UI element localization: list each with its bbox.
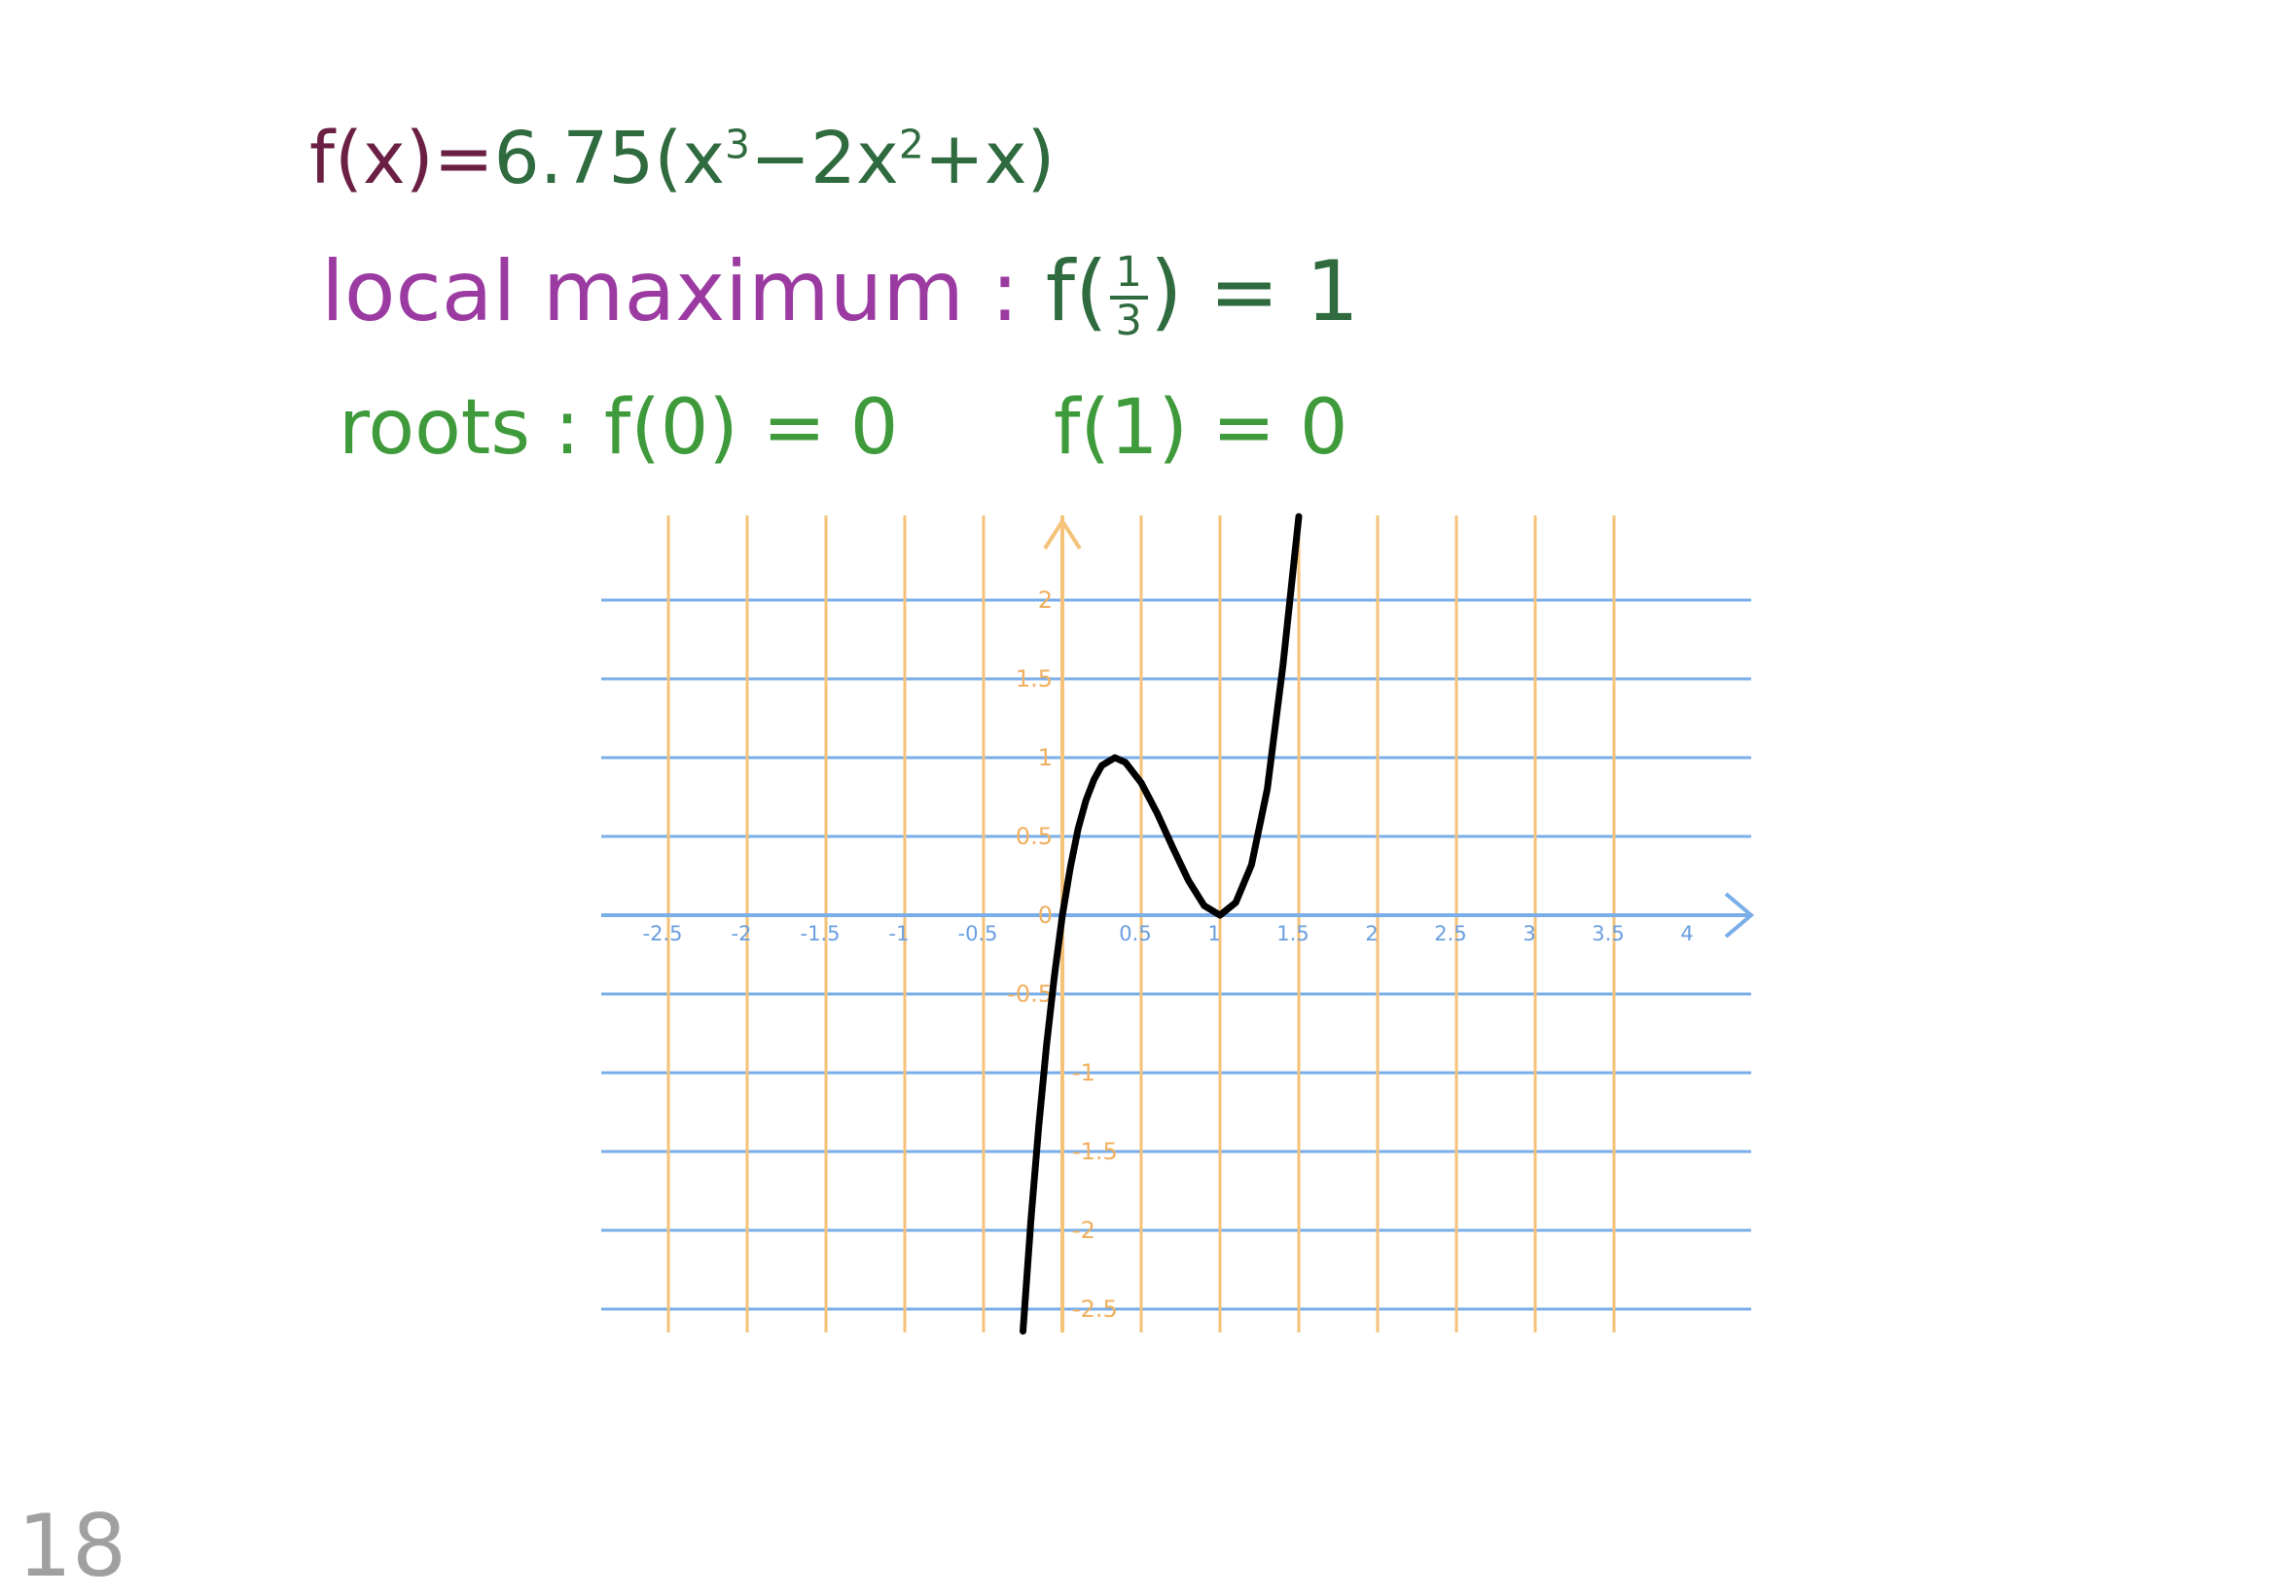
curve-point (1282, 663, 1284, 665)
formula-tail: +x) (923, 117, 1056, 200)
y-tick-label: -0.5 (1007, 980, 1053, 1008)
x-tick-label: 0.5 (1119, 922, 1151, 945)
x-tick-label: 3 (1523, 922, 1535, 945)
y-tick-label: -2 (1072, 1217, 1095, 1244)
y-tick-label: -1.5 (1072, 1138, 1118, 1165)
curve-point (1125, 762, 1127, 763)
y-tick-label: 1 (1038, 744, 1053, 771)
formula-exponent-3: 3 (725, 121, 750, 168)
curve-point (1171, 846, 1173, 848)
curve-point (1298, 515, 1300, 517)
x-tick-label: 1.5 (1276, 922, 1309, 945)
tick-labels: -2.5 -2 -1.5 -1 -0.5 0.5 1 1.5 2 2.5 3 3.5 4 2 1.5 1 0.5… (643, 586, 1694, 1323)
y-axis-arrow (1043, 517, 1082, 550)
curve-point (1038, 1125, 1040, 1127)
formula-lhs: f(x) (309, 117, 434, 200)
formula-exponent-2: 2 (898, 121, 924, 168)
y-tick-label: 0.5 (1016, 823, 1053, 850)
curve-point (1219, 914, 1221, 916)
x-tick-label: 2 (1365, 922, 1378, 945)
x-tick-label: 4 (1680, 922, 1693, 945)
y-tick-label: -2.5 (1072, 1295, 1118, 1323)
grid (601, 515, 1755, 1332)
roots-label: roots (339, 384, 531, 472)
curve-point (1069, 867, 1071, 869)
curve-point (1046, 1044, 1048, 1046)
x-axis-arrow (1724, 892, 1755, 939)
curve-point (1101, 764, 1102, 766)
curve-point (1077, 828, 1079, 830)
function-formula: f(x)=6.75(x3−2x2+x) (309, 117, 1055, 200)
curve-point (1267, 788, 1269, 790)
y-tick-label: -1 (1072, 1059, 1095, 1086)
fraction-denominator: 3 (1115, 296, 1142, 345)
curve-point (1140, 782, 1142, 784)
curve-point (1203, 904, 1205, 906)
curve-point (1022, 1330, 1023, 1332)
page-number: 18 (18, 1496, 126, 1596)
root-one: f(1) = 0 (1054, 384, 1348, 472)
roots-line: roots : f(0) = 0 f(1) = 0 (339, 384, 1348, 472)
curve-layer (1020, 513, 1303, 1335)
x-tick-label: -1.5 (801, 922, 841, 945)
x-tick-label: -1 (889, 922, 910, 945)
x-tick-label: 1 (1207, 922, 1220, 945)
x-tick-label: -2.5 (643, 922, 683, 945)
curve-point (1188, 879, 1190, 881)
local-maximum-line: local maximum : f(1 3) = 1 (321, 243, 1359, 343)
y-tick-label: 0 (1038, 902, 1053, 929)
formula-equals: = (433, 117, 494, 200)
curve-point (1114, 757, 1116, 759)
formula-middle: −2x (749, 117, 899, 200)
y-tick-label: 2 (1038, 586, 1053, 614)
local-maximum-label: local maximum (321, 243, 965, 340)
curve-point (1061, 914, 1063, 916)
curve-point (1156, 812, 1158, 814)
curve-point (1030, 1220, 1032, 1222)
local-maximum-colon: : (990, 243, 1020, 340)
curve-point (1235, 902, 1237, 904)
local-maximum-value: = 1 (1208, 243, 1359, 340)
local-maximum-f: f( (1045, 243, 1108, 340)
x-tick-label: -2 (732, 922, 752, 945)
roots-colon: : (554, 384, 581, 472)
y-tick-label: 1.5 (1016, 665, 1053, 692)
function-curve (1020, 513, 1303, 1335)
local-maximum-close: ) (1149, 243, 1183, 340)
x-tick-label: 2.5 (1434, 922, 1466, 945)
x-tick-label: -0.5 (958, 922, 998, 945)
curve-point (1250, 864, 1252, 866)
formula-open: (x (654, 117, 726, 200)
x-tick-label: 3.5 (1592, 922, 1624, 945)
root-zero: f(0) = 0 (603, 384, 899, 472)
fraction-numerator: 1 (1109, 251, 1148, 300)
curve-point (1085, 799, 1087, 801)
formula-coefficient: 6.75 (493, 117, 655, 200)
